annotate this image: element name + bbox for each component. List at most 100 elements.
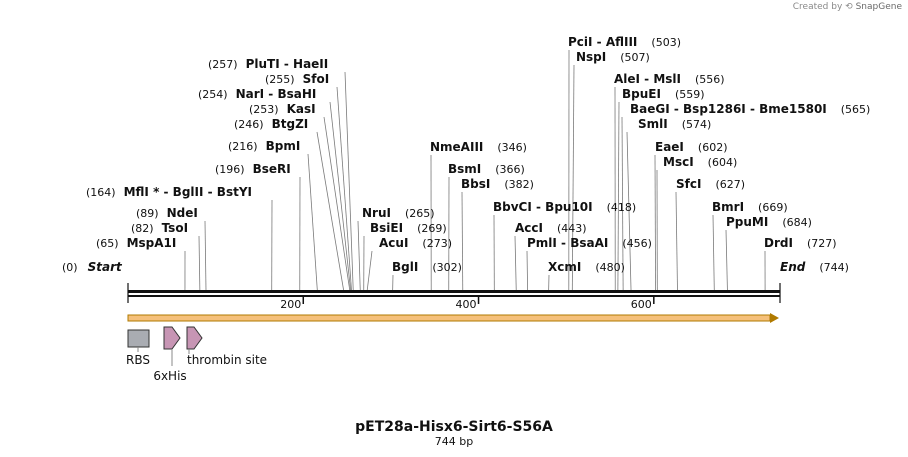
site-label-nmeaiii[interactable]: NmeAIII (346) — [430, 140, 527, 154]
site-label-bpmi[interactable]: (216) BpmI — [228, 139, 300, 153]
site-label-tsoi[interactable]: (82) TsoI — [131, 221, 188, 235]
site-label-nari[interactable]: (254) NarI - BsaHI — [198, 87, 316, 101]
site-label-kasi[interactable]: (253) KasI — [249, 102, 316, 116]
site-bbvci[interactable]: BbvCI - Bpu10I (418) — [493, 200, 636, 214]
6xhis-arrow[interactable] — [163, 326, 181, 350]
site-label-bbvci[interactable]: BbvCI - Bpu10I (418) — [493, 200, 636, 214]
site-label-bpuei[interactable]: BpuEI (559) — [622, 87, 705, 101]
site-bgli[interactable]: BglI (302) — [392, 260, 462, 274]
site-mfli[interactable]: (164) MflI * - BglII - BstYI — [86, 185, 252, 199]
feature-thrombin-site[interactable]: thrombin site — [186, 326, 267, 367]
site-nmeaiii[interactable]: NmeAIII (346) — [430, 140, 527, 154]
site-sfoi[interactable]: (255) SfoI — [265, 72, 329, 86]
site-bsmi[interactable]: BsmI (366) — [448, 162, 525, 176]
site-btgzi[interactable]: (246) BtgZI — [234, 117, 308, 131]
site-label-end[interactable]: End (744) — [780, 260, 849, 274]
site-label-bbsi[interactable]: BbsI (382) — [461, 177, 534, 191]
site-label-ppumi[interactable]: PpuMI (684) — [726, 215, 812, 229]
site-label-bgli[interactable]: BglI (302) — [392, 260, 462, 274]
site-label-bseri[interactable]: (196) BseRI — [215, 162, 291, 176]
thrombin-site-arrow[interactable] — [186, 326, 203, 350]
site-label-bsmi[interactable]: BsmI (366) — [448, 162, 525, 176]
site-label-bmri[interactable]: BmrI (669) — [712, 200, 788, 214]
site-ppumi[interactable]: PpuMI (684) — [726, 215, 812, 229]
site-pos-baegi: (565) — [841, 103, 871, 116]
site-label-sfci[interactable]: SfcI (627) — [676, 177, 745, 191]
site-pos-acui: (273) — [422, 237, 452, 250]
site-label-mfli[interactable]: (164) MflI * - BglII - BstYI — [86, 185, 252, 199]
feature-6xhis[interactable]: 6xHis — [153, 326, 187, 383]
site-xcmi[interactable]: XcmI (480) — [548, 260, 625, 274]
site-bpuei[interactable]: BpuEI (559) — [622, 87, 705, 101]
site-label-mspa1i[interactable]: (65) MspA1I — [96, 236, 176, 250]
site-label-pcii[interactable]: PciI - AflIII (503) — [568, 35, 681, 49]
site-label-pluti[interactable]: (257) PluTI - HaeII — [208, 57, 328, 71]
site-label-start[interactable]: (0) Start — [62, 260, 123, 274]
site-bseri[interactable]: (196) BseRI — [215, 162, 291, 176]
site-label-nrui[interactable]: NruI (265) — [362, 206, 435, 220]
site-kasi[interactable]: (253) KasI — [249, 102, 316, 116]
site-tsoi[interactable]: (82) TsoI — [131, 221, 188, 235]
site-name-mspa1i: MspA1I — [127, 236, 177, 250]
site-smli[interactable]: SmlI (574) — [638, 117, 711, 131]
dna-backbone — [127, 283, 781, 303]
site-name-drdi: DrdI — [764, 236, 793, 250]
snapgene-credit: Created by ⟲ SnapGene — [793, 2, 902, 12]
site-label-ndei[interactable]: (89) NdeI — [136, 206, 198, 220]
site-baegi[interactable]: BaeGI - Bsp1286I - Bme1580I (565) — [630, 102, 870, 116]
site-label-btgzi[interactable]: (246) BtgZI — [234, 117, 308, 131]
site-nari[interactable]: (254) NarI - BsaHI — [198, 87, 316, 101]
site-mspa1i[interactable]: (65) MspA1I — [96, 236, 176, 250]
site-label-acui[interactable]: AcuI (273) — [379, 236, 452, 250]
site-leader-bpmi — [307, 153, 318, 291]
site-label-drdi[interactable]: DrdI (727) — [764, 236, 837, 250]
site-name-eaei: EaeI — [655, 140, 684, 154]
site-pos-pcii: (503) — [651, 36, 681, 49]
site-msci[interactable]: MscI (604) — [663, 155, 737, 169]
site-label-acci[interactable]: AccI (443) — [515, 221, 587, 235]
site-label-nspi[interactable]: NspI (507) — [576, 50, 650, 64]
site-end[interactable]: End (744) — [780, 260, 849, 274]
site-pmli[interactable]: PmlI - BsaAI (456) — [527, 236, 652, 250]
site-acci[interactable]: AccI (443) — [515, 221, 587, 235]
site-bpmi[interactable]: (216) BpmI — [228, 139, 300, 153]
credit-prefix: Created by — [792, 2, 843, 12]
site-eaei[interactable]: EaeI (602) — [655, 140, 728, 154]
site-pos-nari: (254) — [198, 88, 228, 101]
site-bmri[interactable]: BmrI (669) — [712, 200, 788, 214]
site-leader-tsoi — [198, 235, 201, 291]
site-ndei[interactable]: (89) NdeI — [136, 206, 198, 220]
site-label-sfoi[interactable]: (255) SfoI — [265, 72, 329, 86]
site-label-alei[interactable]: AleI - MslI (556) — [614, 72, 725, 86]
site-label-baegi[interactable]: BaeGI - Bsp1286I - Bme1580I (565) — [630, 102, 870, 116]
site-label-smli[interactable]: SmlI (574) — [638, 117, 711, 131]
credit-brand: SnapGene — [855, 2, 902, 12]
site-pos-bbvci: (418) — [607, 201, 637, 214]
site-nrui[interactable]: NruI (265) — [362, 206, 435, 220]
site-nspi[interactable]: NspI (507) — [576, 50, 650, 64]
site-name-msci: MscI — [663, 155, 694, 169]
rbs-box[interactable] — [127, 329, 150, 348]
site-label-msci[interactable]: MscI (604) — [663, 155, 737, 169]
site-bsiei[interactable]: BsiEI (269) — [370, 221, 447, 235]
site-label-xcmi[interactable]: XcmI (480) — [548, 260, 625, 274]
site-name-bbvci: BbvCI - Bpu10I — [493, 200, 593, 214]
site-label-pmli[interactable]: PmlI - BsaAI (456) — [527, 236, 652, 250]
site-sfci[interactable]: SfcI (627) — [676, 177, 745, 191]
orf-arrow[interactable] — [127, 313, 779, 323]
feature-rbs[interactable]: RBS — [126, 329, 150, 367]
site-pos-ndei: (89) — [136, 207, 159, 220]
site-name-alei: AleI - MslI — [614, 72, 681, 86]
site-pos-alei: (556) — [695, 73, 725, 86]
site-acui[interactable]: AcuI (273) — [379, 236, 452, 250]
orf-bar[interactable] — [127, 314, 771, 322]
site-label-bsiei[interactable]: BsiEI (269) — [370, 221, 447, 235]
site-pcii[interactable]: PciI - AflIII (503) — [568, 35, 681, 49]
site-bbsi[interactable]: BbsI (382) — [461, 177, 534, 191]
site-pos-bsiei: (269) — [417, 222, 447, 235]
site-pluti[interactable]: (257) PluTI - HaeII — [208, 57, 328, 71]
site-start[interactable]: (0) Start — [62, 260, 123, 274]
site-label-eaei[interactable]: EaeI (602) — [655, 140, 728, 154]
site-drdi[interactable]: DrdI (727) — [764, 236, 837, 250]
site-alei[interactable]: AleI - MslI (556) — [614, 72, 725, 86]
